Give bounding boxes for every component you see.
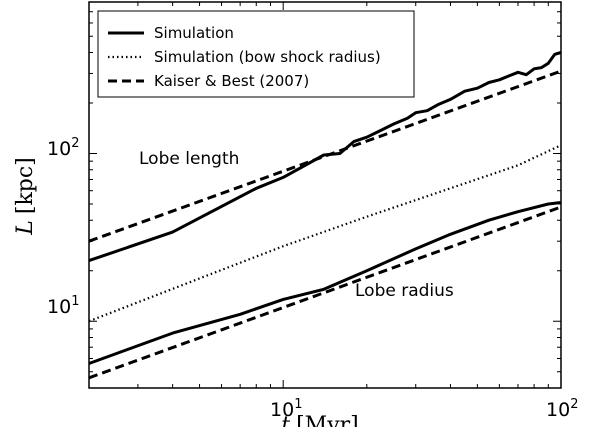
annotation-lobe-length: Lobe length bbox=[139, 149, 239, 169]
legend: Simulation Simulation (bow shock radius)… bbox=[97, 10, 415, 98]
series-line-solid-3 bbox=[88, 201, 562, 365]
legend-label-kaiser-best: Kaiser & Best (2007) bbox=[154, 72, 309, 90]
annotation-lobe-radius: Lobe radius bbox=[355, 281, 454, 301]
legend-label-simulation: Simulation bbox=[154, 24, 234, 42]
y-tick-label-100: 102 bbox=[47, 136, 79, 160]
legend-box bbox=[97, 10, 415, 98]
x-tick-label-100: 102 bbox=[546, 397, 578, 421]
y-axis-label: L[kpc] bbox=[13, 157, 38, 236]
x-tick-label-10: 101 bbox=[270, 397, 302, 421]
x-axis-label: t [Myr] bbox=[281, 413, 358, 427]
plot-frame bbox=[88, 1, 562, 389]
legend-label-bow-shock: Simulation (bow shock radius) bbox=[154, 48, 381, 66]
y-tick-label-10: 101 bbox=[47, 294, 79, 318]
series-line-dashed-4 bbox=[88, 205, 562, 380]
series-layer bbox=[88, 51, 562, 380]
